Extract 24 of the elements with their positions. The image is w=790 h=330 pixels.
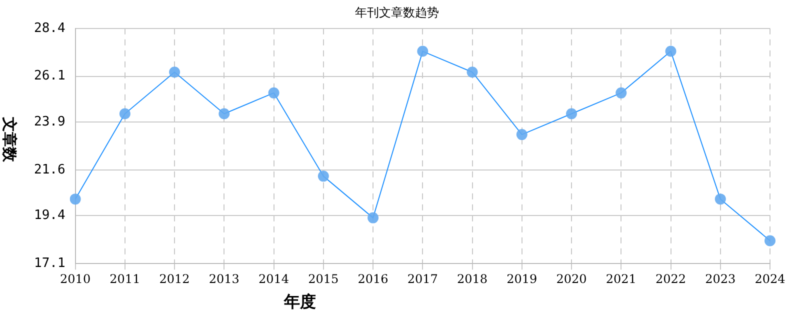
x-tick-label: 2016 [358, 272, 388, 286]
x-tick-label: 2024 [754, 272, 786, 286]
x-tick-label: 2010 [60, 272, 91, 286]
y-tick-label: 17.1 [34, 256, 66, 271]
x-tick-label: 2014 [258, 272, 290, 286]
x-axis-title: 年度 [282, 292, 317, 313]
x-tick-label: 2023 [705, 272, 736, 286]
x-tick-label: 2018 [457, 272, 488, 286]
y-tick-label: 26.1 [34, 68, 66, 84]
x-tick-label: 2011 [110, 272, 140, 286]
x-tick-label: 2012 [159, 272, 190, 286]
x-tick-label: 2020 [556, 272, 587, 286]
x-tick-label: 2015 [308, 272, 339, 286]
y-axis-title: 文章数 [0, 116, 18, 164]
chart-title: 年刊文章数趋势 [355, 5, 439, 20]
x-tick-label: 2021 [606, 272, 636, 286]
y-tick-label: 28.4 [34, 20, 66, 36]
y-tick-label: 21.6 [34, 162, 66, 178]
x-tick-label: 2022 [655, 272, 686, 286]
x-tick-label: 2017 [407, 272, 438, 286]
x-tick-label: 2019 [506, 272, 538, 286]
y-tick-label: 19.4 [34, 208, 66, 224]
y-tick-label: 23.9 [34, 114, 66, 130]
x-tick-label: 2013 [208, 272, 240, 286]
